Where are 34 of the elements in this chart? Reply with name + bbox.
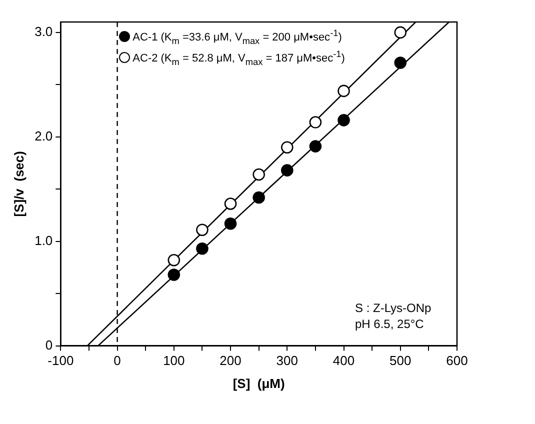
- point: [394, 26, 407, 39]
- x-tick-label: 200: [220, 353, 242, 368]
- y-tick-label: 0: [45, 337, 53, 352]
- y-tick-label: 2.0: [34, 128, 53, 144]
- point: [252, 168, 265, 181]
- point: [196, 242, 208, 255]
- point: [252, 191, 265, 204]
- x-tick-label: 600: [446, 353, 468, 368]
- x-tick-label: 0: [114, 353, 121, 368]
- point: [309, 140, 322, 152]
- point: [280, 141, 294, 154]
- y-tick-label: 1.0: [34, 232, 53, 248]
- y-axis-title: [S]/v (sec): [11, 151, 26, 217]
- annotation: pH 6.5, 25°C: [355, 316, 424, 331]
- point: [224, 217, 237, 230]
- point: [196, 224, 208, 236]
- point: [224, 198, 237, 210]
- annotation: S : Z-Lys-ONp: [355, 300, 432, 315]
- point: [309, 116, 322, 128]
- point: [280, 164, 294, 176]
- point: [394, 56, 407, 69]
- x-tick-label: -100: [48, 353, 74, 368]
- legend-label: AC-1 (K$_{m}$ =33.6 μM, V$_{max}$ = 200 μM•sec$^{-1}$): [132, 28, 342, 46]
- x-tick-label: 400: [332, 353, 355, 368]
- legend-label: AC-2 (K$_{m}$ = 52.8 μM, V$_{max}$ = 187 μM•sec$^{-1}$): [132, 48, 345, 67]
- y-tick-label: 3.0: [34, 24, 53, 40]
- x-tick-label: 500: [390, 353, 412, 368]
- point: [338, 84, 350, 98]
- point: [168, 254, 180, 266]
- x-tick-label: 300: [276, 353, 298, 368]
- point: [338, 114, 350, 126]
- x-axis-title: [S] (μM): [232, 376, 285, 391]
- point: [168, 268, 180, 281]
- x-tick-label: 100: [163, 353, 185, 368]
